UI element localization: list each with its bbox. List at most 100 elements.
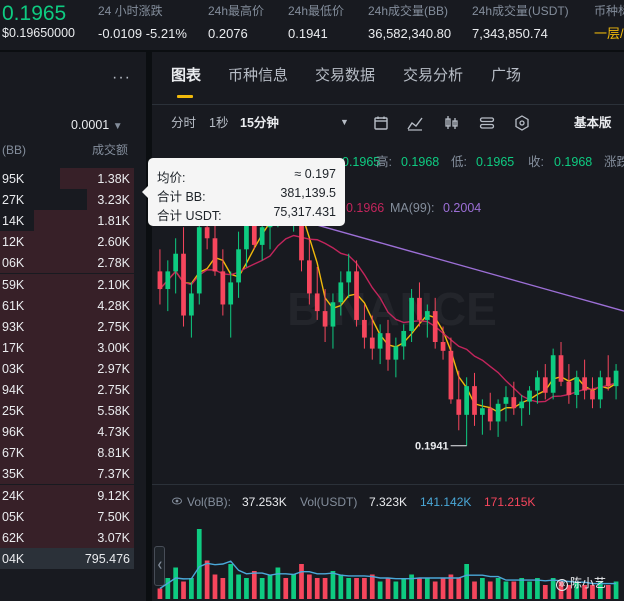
- volume-bar[interactable]: [566, 585, 572, 599]
- orderbook-row[interactable]: 27K 3.23K: [0, 189, 134, 211]
- volume-bar[interactable]: [259, 578, 265, 599]
- candle[interactable]: [590, 390, 595, 400]
- candle[interactable]: [495, 403, 501, 422]
- orderbook-row[interactable]: 96K 4.73K: [0, 421, 134, 443]
- volume-bar[interactable]: [393, 581, 399, 600]
- volume-bar[interactable]: [228, 564, 234, 599]
- volume-bar[interactable]: [385, 578, 391, 599]
- candle[interactable]: [330, 302, 336, 327]
- candle[interactable]: [432, 311, 438, 342]
- candle[interactable]: [181, 253, 186, 316]
- orderbook-row[interactable]: 59K 2.10K: [0, 273, 134, 295]
- volume-bar[interactable]: [165, 578, 171, 599]
- candle[interactable]: [613, 370, 619, 387]
- volume-bar[interactable]: [527, 581, 532, 600]
- token-tag-value[interactable]: 一层/: [594, 26, 624, 41]
- candle[interactable]: [527, 390, 532, 402]
- candle[interactable]: [354, 271, 359, 320]
- candle[interactable]: [472, 386, 477, 415]
- candle[interactable]: [377, 333, 383, 349]
- volume-bar[interactable]: [173, 567, 179, 600]
- candle[interactable]: [464, 386, 470, 415]
- candle[interactable]: [550, 355, 556, 393]
- volume-bar[interactable]: [314, 578, 320, 599]
- collapse-handle[interactable]: ❮: [154, 546, 165, 586]
- candle[interactable]: [244, 216, 249, 250]
- volume-bar[interactable]: [542, 585, 548, 599]
- candle[interactable]: [338, 282, 344, 303]
- tab-chart[interactable]: 图表: [171, 67, 202, 84]
- volume-bar[interactable]: [503, 581, 509, 600]
- candle[interactable]: [409, 297, 414, 331]
- volume-bar[interactable]: [181, 581, 186, 600]
- tab-coin-info[interactable]: 币种信息: [228, 67, 289, 84]
- candle[interactable]: [306, 260, 312, 294]
- orderbook-row[interactable]: 04K 795.476: [0, 547, 134, 569]
- volume-bar[interactable]: [597, 581, 603, 600]
- orderbook-row[interactable]: 03K 2.97K: [0, 357, 134, 379]
- candle[interactable]: [196, 227, 202, 294]
- volume-chart[interactable]: [152, 515, 624, 601]
- volume-bar[interactable]: [330, 571, 336, 599]
- volume-bar[interactable]: [354, 578, 359, 599]
- candle[interactable]: [582, 377, 587, 391]
- candle[interactable]: [314, 293, 320, 312]
- candle[interactable]: [362, 319, 367, 338]
- volume-bar[interactable]: [440, 578, 446, 599]
- volume-bar[interactable]: [346, 578, 352, 599]
- candle[interactable]: [574, 377, 580, 395]
- candle[interactable]: [385, 333, 391, 360]
- candle[interactable]: [605, 377, 611, 387]
- candle[interactable]: [511, 397, 517, 409]
- volume-bar[interactable]: [338, 574, 344, 600]
- candle[interactable]: [157, 271, 163, 290]
- orderbook-row[interactable]: 12K 2.60K: [0, 231, 134, 253]
- candle[interactable]: [165, 271, 171, 290]
- orderbook-row[interactable]: 95K 1.38K: [0, 168, 134, 189]
- volume-bar[interactable]: [448, 574, 454, 600]
- eye-icon[interactable]: [172, 496, 182, 506]
- candle[interactable]: [597, 377, 603, 400]
- volume-bar[interactable]: [409, 574, 414, 600]
- candle[interactable]: [322, 311, 328, 327]
- candle[interactable]: [566, 381, 572, 395]
- timeframe-time[interactable]: 分时: [171, 116, 197, 130]
- candle[interactable]: [369, 337, 375, 349]
- candle[interactable]: [440, 342, 446, 351]
- volume-bar[interactable]: [535, 578, 540, 599]
- precision-select[interactable]: 0.0001 ▼: [71, 118, 123, 132]
- volume-bar[interactable]: [590, 585, 595, 599]
- more-icon[interactable]: ···: [112, 69, 131, 86]
- candle[interactable]: [487, 408, 493, 422]
- mode-basic[interactable]: 基本版: [574, 116, 612, 130]
- volume-bar[interactable]: [204, 560, 210, 600]
- volume-bar[interactable]: [417, 578, 422, 599]
- volume-bar[interactable]: [487, 581, 493, 600]
- volume-bar[interactable]: [574, 581, 580, 600]
- candle[interactable]: [251, 216, 257, 245]
- candle[interactable]: [189, 293, 194, 316]
- settings-icon[interactable]: [514, 115, 530, 131]
- volume-bar[interactable]: [189, 578, 194, 599]
- orderbook-row[interactable]: 24K 9.12K: [0, 484, 134, 506]
- volume-bar[interactable]: [582, 585, 587, 599]
- line-tool-icon[interactable]: [407, 115, 423, 131]
- orderbook-row[interactable]: 14K 1.81K: [0, 210, 134, 232]
- candle[interactable]: [212, 238, 218, 272]
- volume-bar[interactable]: [306, 574, 312, 600]
- candle[interactable]: [456, 399, 462, 415]
- orderbook-row[interactable]: 94K 2.75K: [0, 379, 134, 400]
- candle[interactable]: [173, 253, 179, 272]
- candle-type-icon[interactable]: [443, 115, 459, 131]
- calendar-icon[interactable]: [373, 115, 389, 131]
- candlestick-chart[interactable]: BINANCE 0.1941: [152, 140, 624, 480]
- orderbook-row[interactable]: 06K 2.78K: [0, 252, 134, 274]
- volume-bar[interactable]: [322, 578, 328, 599]
- candle[interactable]: [236, 249, 241, 283]
- volume-bar[interactable]: [220, 578, 226, 599]
- candle[interactable]: [204, 227, 210, 239]
- volume-bar[interactable]: [472, 581, 477, 600]
- orderbook-row[interactable]: 62K 3.07K: [0, 526, 134, 548]
- candle[interactable]: [393, 346, 399, 360]
- candle[interactable]: [558, 355, 564, 382]
